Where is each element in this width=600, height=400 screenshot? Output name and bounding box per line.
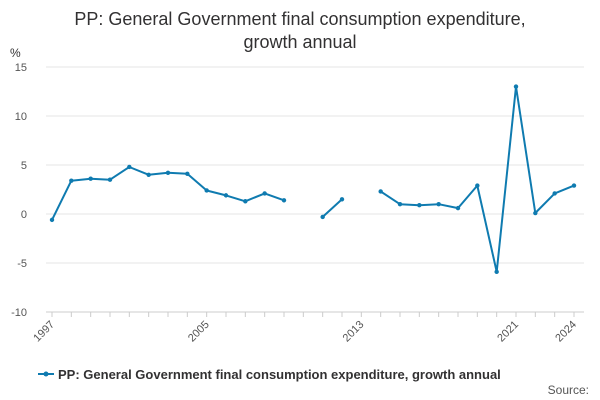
data-point[interactable] [88, 176, 93, 181]
y-tick-label: 5 [21, 160, 27, 172]
chart-title: PP: General Government final consumption… [0, 8, 600, 54]
data-point[interactable] [339, 197, 345, 202]
data-point[interactable] [127, 164, 132, 170]
data-point[interactable] [107, 177, 113, 182]
data-point[interactable] [475, 183, 480, 188]
y-tick-label: -5 [17, 258, 27, 270]
series-line [380, 85, 575, 273]
data-point[interactable] [417, 202, 422, 208]
source-label: Source: [547, 383, 589, 397]
x-tick-label: 2024 [553, 319, 579, 345]
data-point[interactable] [513, 84, 519, 89]
chart-title-line-2: growth annual [243, 32, 357, 52]
data-point[interactable] [378, 189, 383, 194]
legend-label: PP: General Government final consumption… [58, 366, 501, 382]
legend[interactable]: PP: General Government final consumption… [38, 366, 501, 382]
data-point[interactable] [262, 191, 267, 196]
data-point[interactable] [533, 210, 538, 216]
y-tick-label: 0 [21, 209, 27, 221]
data-point[interactable] [243, 199, 248, 204]
data-point[interactable] [223, 193, 229, 198]
data-point[interactable] [185, 171, 190, 177]
y-axis-label: % [10, 46, 21, 60]
x-tick-label: 2013 [341, 319, 367, 345]
y-tick-label: -10 [11, 307, 27, 319]
data-point[interactable] [320, 214, 325, 220]
x-tick-label: 2005 [186, 319, 212, 345]
data-point[interactable] [494, 269, 499, 275]
data-point[interactable] [69, 178, 74, 183]
y-tick-label: 15 [15, 62, 27, 74]
data-point[interactable] [455, 205, 461, 211]
x-tick-label: 1997 [31, 319, 57, 345]
data-point[interactable] [552, 191, 557, 196]
legend-swatch-icon [38, 371, 54, 377]
data-point[interactable] [204, 188, 209, 193]
data-point[interactable] [49, 217, 55, 223]
series-line [322, 198, 343, 218]
data-point[interactable] [165, 170, 171, 176]
x-tick-label: 2021 [495, 319, 521, 345]
data-point[interactable] [436, 202, 441, 207]
chart-title-line-1: PP: General Government final consumption… [74, 9, 526, 29]
data-point[interactable] [146, 172, 151, 177]
data-point[interactable] [397, 202, 403, 207]
data-point[interactable] [281, 198, 287, 203]
data-point[interactable] [571, 183, 577, 188]
y-tick-label: 10 [15, 111, 27, 123]
